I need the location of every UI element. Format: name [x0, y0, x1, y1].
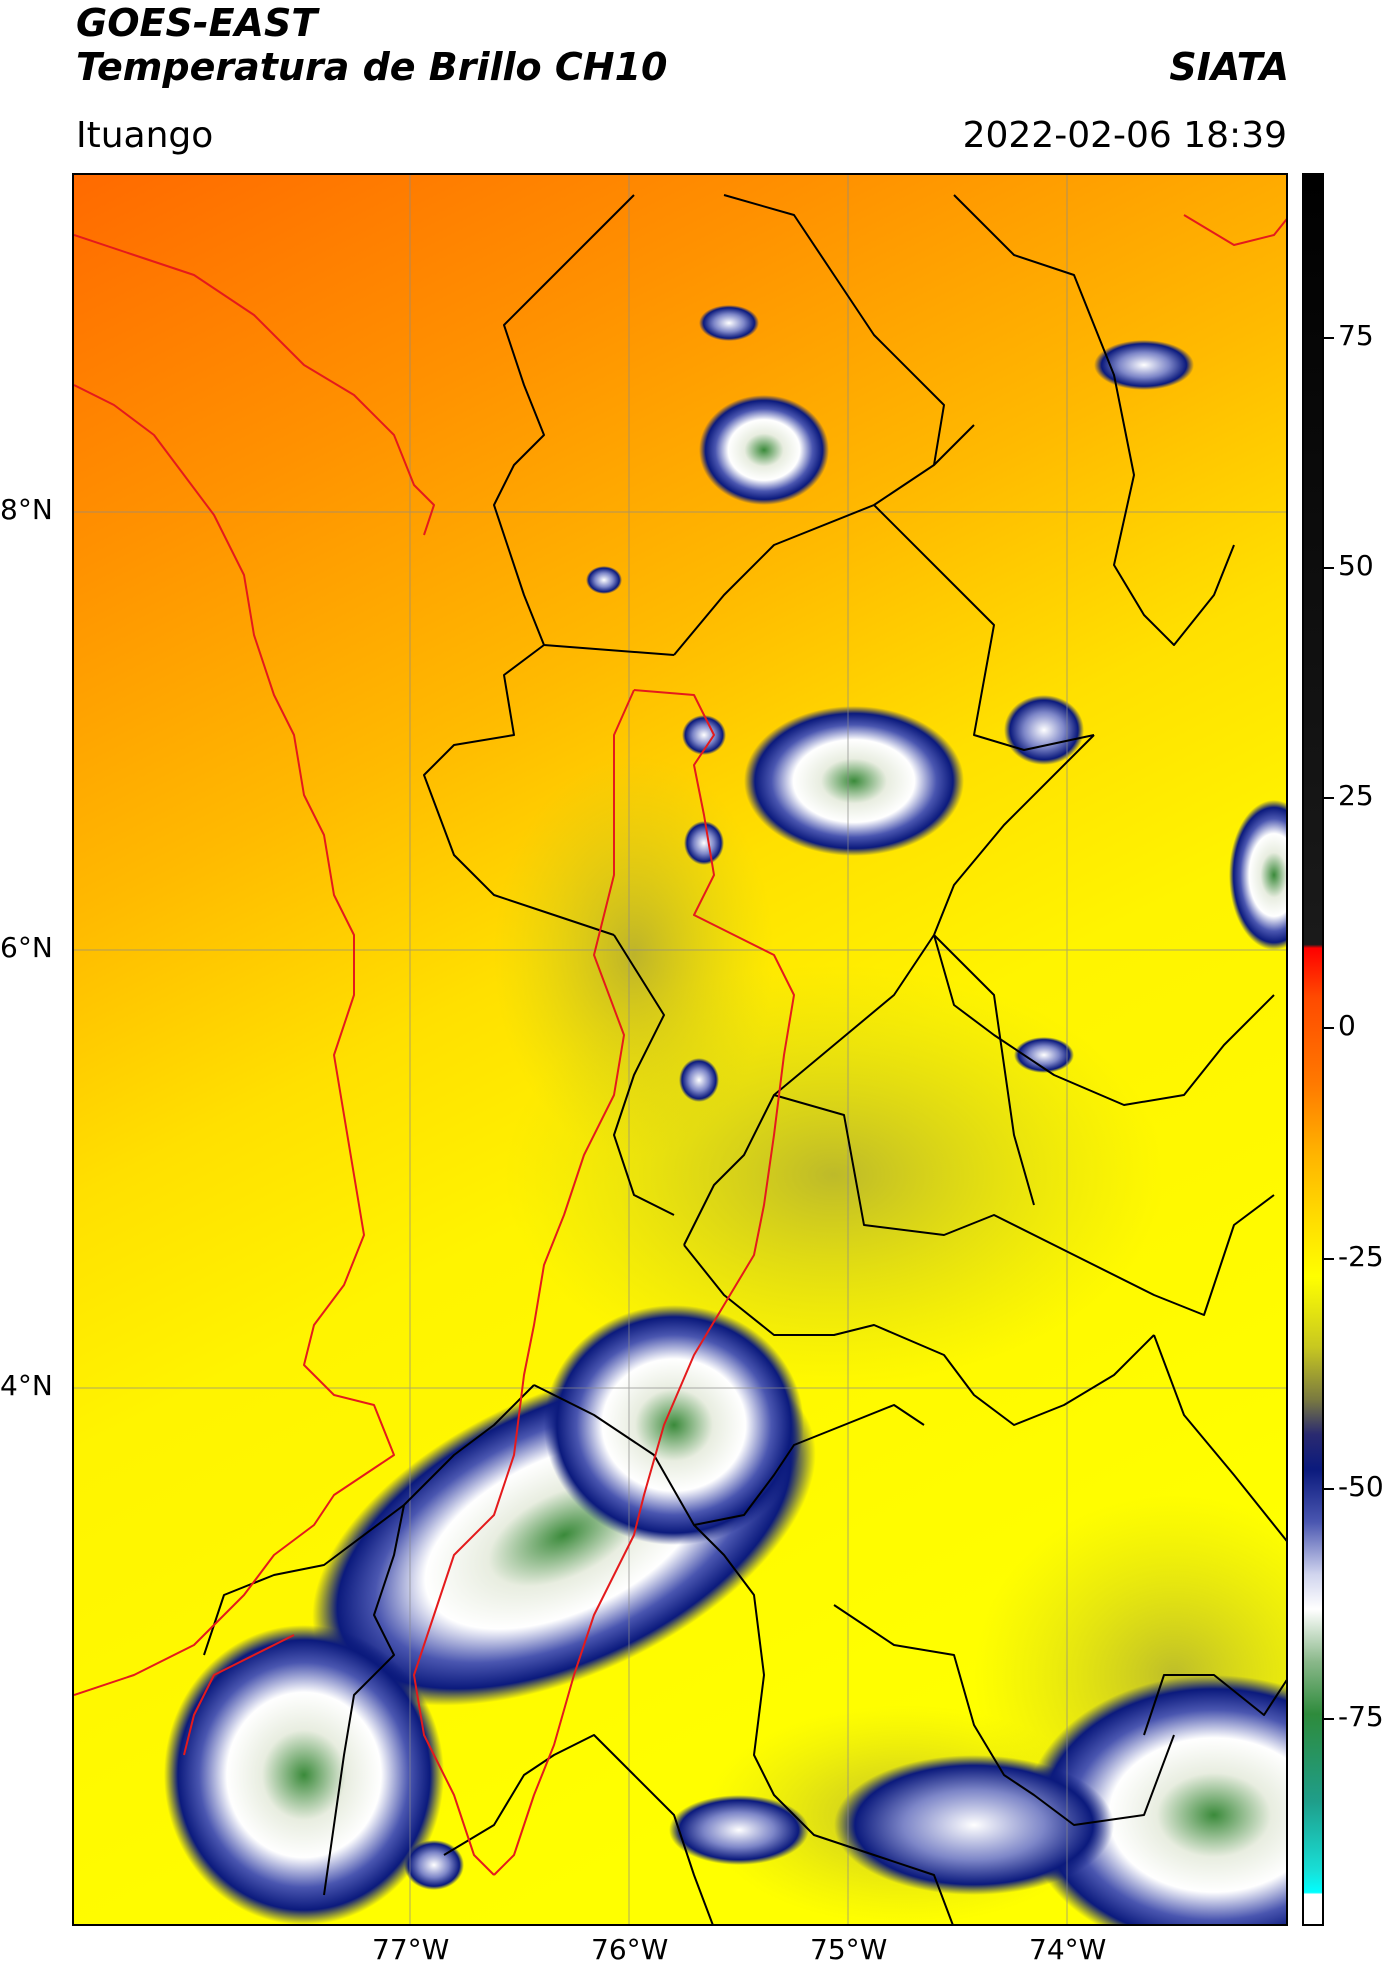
- lon-label-74w: 74°W: [1029, 1933, 1107, 1966]
- title-satellite: GOES-EAST: [76, 1, 318, 45]
- colorbar-tick: [1324, 1488, 1334, 1490]
- colorbar-label-75: 75: [1338, 319, 1374, 352]
- lon-label-76w: 76°W: [591, 1933, 669, 1966]
- location-label: Ituango: [76, 115, 214, 156]
- colorbar-label-minus75: -75: [1338, 1700, 1384, 1733]
- brightness-temperature-field: [74, 175, 1286, 1924]
- lon-label-77w: 77°W: [372, 1933, 450, 1966]
- title-product: Temperatura de Brillo CH10: [76, 45, 668, 89]
- colorbar-tick: [1324, 797, 1334, 799]
- lon-label-75w: 75°W: [810, 1933, 888, 1966]
- colorbar-label-0: 0: [1338, 1009, 1356, 1042]
- organization-label: SIATA: [1169, 45, 1289, 89]
- colorbar-tick: [1324, 567, 1334, 569]
- lat-label-8n: 8°N: [0, 493, 53, 526]
- lat-label-4n: 4°N: [0, 1369, 53, 1402]
- colorbar-tick: [1324, 1258, 1334, 1260]
- colorbar-label-minus50: -50: [1338, 1470, 1384, 1503]
- colorbar-tick: [1324, 1718, 1334, 1720]
- colorbar-label-50: 50: [1338, 549, 1374, 582]
- lat-label-6n: 6°N: [0, 931, 53, 964]
- colorbar: [1302, 173, 1324, 1926]
- colorbar-tick: [1324, 337, 1334, 339]
- colorbar-label-25: 25: [1338, 779, 1374, 812]
- colorbar-tick: [1324, 1027, 1334, 1029]
- colorbar-label-minus25: -25: [1338, 1240, 1384, 1273]
- datetime-label: 2022-02-06 18:39: [962, 115, 1287, 156]
- map-panel: [72, 173, 1288, 1926]
